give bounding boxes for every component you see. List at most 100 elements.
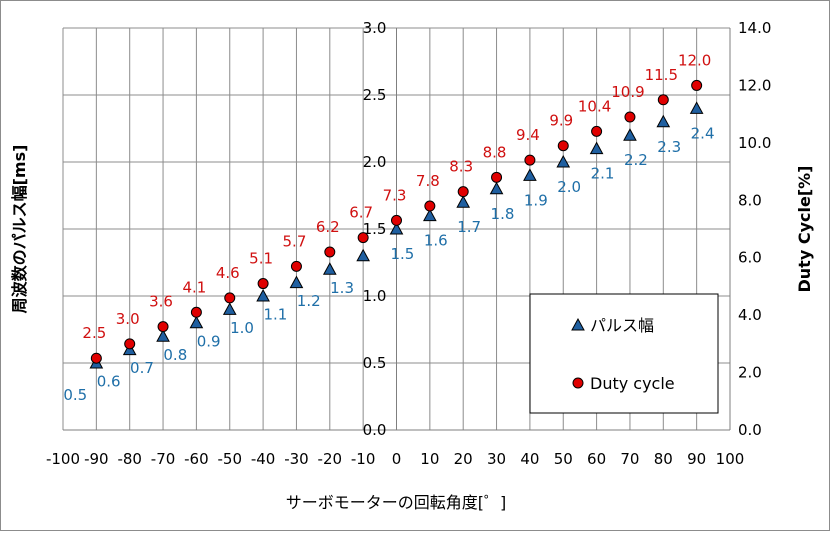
pulse-width-data-label: 1.9: [524, 191, 548, 209]
x-tick-label: -100: [46, 450, 80, 468]
y-left-tick-label: 1.5: [363, 220, 387, 238]
y-right-tick-labels: 0.0 2.0 4.0 6.0 8.0 10.0 12.0 14.0: [738, 19, 771, 439]
x-tick-label: -80: [117, 450, 142, 468]
duty-cycle-point: [357, 232, 369, 244]
pulse-width-data-label: 1.8: [491, 205, 515, 223]
x-tick-label: 10: [420, 450, 439, 468]
pulse-width-data-label: 1.6: [424, 232, 448, 250]
x-tick-label: 60: [587, 450, 606, 468]
legend-label: パルス幅: [590, 316, 654, 335]
x-tick-label: -10: [351, 450, 376, 468]
data-labels: 0.5 0.6 0.7 0.8 0.9 1.0 1.1 1.2 1.3 1.5 1.6 1.7 1.8 1…: [63, 51, 714, 404]
x-tick-label: -40: [251, 450, 276, 468]
pulse-width-point: [156, 329, 170, 342]
duty-cycle-point: [257, 278, 269, 290]
pulse-width-point: [523, 168, 537, 181]
pulse-width-point: [389, 221, 404, 235]
y-left-tick-label: 2.0: [363, 153, 387, 171]
x-tick-label: 80: [654, 450, 673, 468]
pulse-width-point: [356, 248, 370, 262]
duty-cycle-point: [491, 171, 503, 183]
y-right-tick-label: 6.0: [738, 249, 762, 267]
x-tick-label: -20: [318, 450, 343, 468]
chart-marks: [89, 79, 704, 369]
x-tick-label: 70: [620, 450, 639, 468]
pulse-width-data-label: 0.6: [97, 373, 121, 391]
duty-cycle-data-label: 9.9: [549, 112, 573, 130]
pulse-width-data-label: 0.5: [63, 386, 87, 404]
duty-cycle-point: [157, 321, 169, 333]
pulse-width-point: [623, 128, 637, 141]
pulse-width-data-label: 2.0: [557, 178, 581, 196]
y-left-axis-title: 周波数のパルス幅[ms]: [10, 145, 29, 314]
duty-cycle-point: [691, 79, 703, 91]
x-tick-label: 0: [392, 450, 402, 468]
pulse-width-point: [289, 275, 304, 289]
y-left-tick-labels: 0.0 0.5 1.0 1.5 2.0 2.5 3.0: [363, 19, 387, 439]
duty-cycle-point: [524, 154, 536, 166]
x-tick-label: 30: [487, 450, 506, 468]
pulse-width-data-label: 0.9: [197, 332, 221, 350]
duty-cycle-point: [557, 140, 569, 152]
x-tick-label: 20: [454, 450, 473, 468]
pulse-width-data-label: 1.2: [297, 292, 321, 310]
y-right-tick-label: 8.0: [738, 191, 762, 209]
duty-cycle-point: [424, 200, 436, 212]
pulse-width-point: [322, 262, 337, 275]
y-left-tick-label: 1.0: [363, 287, 387, 305]
duty-cycle-data-label: 8.3: [449, 158, 473, 176]
duty-cycle-point: [124, 338, 136, 350]
y-right-tick-label: 4.0: [738, 306, 762, 324]
duty-cycle-point: [224, 292, 236, 304]
pulse-width-data-label: 2.1: [591, 165, 615, 183]
duty-cycle-point: [457, 186, 469, 198]
pulse-width-data-label: 1.5: [391, 245, 415, 263]
pulse-width-point: [423, 208, 437, 222]
legend-label: Duty cycle: [590, 374, 675, 393]
duty-cycle-point: [190, 306, 202, 318]
x-tick-label: 40: [520, 450, 539, 468]
pulse-width-data-label: 1.3: [330, 279, 354, 297]
y-right-tick-label: 12.0: [738, 76, 771, 94]
x-tick-label: -70: [151, 450, 176, 468]
pulse-width-point: [689, 101, 704, 114]
pulse-width-data-label: 2.4: [691, 124, 715, 142]
pulse-width-data-label: 1.7: [457, 218, 481, 236]
pulse-width-data-label: 2.3: [657, 138, 681, 156]
duty-cycle-data-label: 8.8: [483, 143, 507, 161]
duty-cycle-data-label: 10.4: [578, 97, 611, 115]
duty-cycle-data-label: 11.5: [645, 66, 678, 84]
duty-cycle-data-label: 4.6: [216, 264, 240, 282]
y-right-tick-label: 0.0: [738, 421, 762, 439]
x-tick-label: 100: [716, 450, 745, 468]
duty-cycle-point: [290, 260, 302, 272]
duty-cycle-data-label: 7.8: [416, 172, 440, 190]
pulse-width-point: [256, 288, 270, 302]
pulse-width-point: [556, 154, 571, 168]
legend-triangle-icon: [571, 317, 585, 331]
y-right-axis-title: Duty Cycle[%]: [795, 166, 814, 293]
x-axis-title: サーボモーターの回転角度[゜]: [286, 493, 507, 512]
duty-cycle-data-label: 5.1: [249, 250, 273, 268]
y-right-tick-label: 10.0: [738, 134, 771, 152]
duty-cycle-data-label: 10.9: [611, 83, 644, 101]
x-tick-label: -30: [284, 450, 309, 468]
pulse-width-data-label: 0.8: [163, 346, 187, 364]
duty-cycle-point: [591, 125, 603, 137]
legend-box: [529, 293, 719, 414]
duty-cycle-data-label: 6.2: [316, 218, 340, 236]
pulse-width-point: [456, 195, 471, 208]
duty-cycle-data-label: 3.0: [116, 310, 140, 328]
legend: パルス幅 Duty cycle: [529, 293, 719, 414]
pulse-width-point: [589, 141, 604, 155]
duty-cycle-point: [657, 94, 669, 106]
pulse-width-data-label: 1.1: [263, 306, 287, 324]
y-left-tick-label: 0.5: [363, 354, 387, 372]
pulse-width-data-label: 2.2: [624, 151, 648, 169]
pulse-width-data-label: 1.0: [230, 319, 254, 337]
duty-cycle-data-label: 6.7: [349, 204, 373, 222]
legend-circle-icon: [572, 377, 584, 389]
pulse-width-point: [489, 181, 504, 195]
duty-cycle-data-label: 7.3: [383, 186, 407, 204]
duty-cycle-data-label: 3.6: [149, 293, 173, 311]
